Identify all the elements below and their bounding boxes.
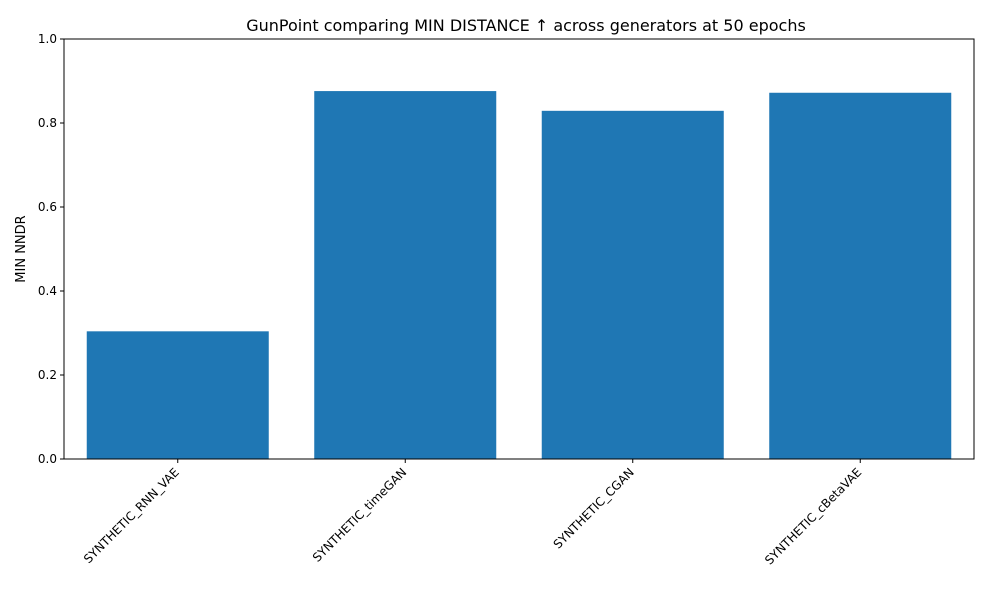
y-axis-label: MIN NNDR	[14, 215, 29, 282]
chart-title: GunPoint comparing MIN DISTANCE ↑ across…	[246, 16, 806, 35]
x-tick-label: SYNTHETIC_timeGAN	[310, 465, 409, 564]
x-tick-label: SYNTHETIC_CGAN	[551, 465, 637, 551]
y-tick-label: 0.0	[38, 452, 57, 466]
plot-frame	[63, 38, 975, 460]
bar-synthetic-cbetavae	[769, 92, 952, 459]
bar-synthetic-rnn-vae	[86, 331, 269, 459]
y-tick-label: 0.8	[38, 116, 57, 130]
y-tick-label: 0.6	[38, 200, 57, 214]
bar-synthetic-timegan	[314, 91, 497, 459]
x-tick-label: SYNTHETIC_RNN_VAE	[81, 465, 182, 566]
x-axis: SYNTHETIC_RNN_VAE SYNTHETIC_timeGAN SYNTHE…	[81, 459, 864, 567]
y-tick-label: 0.2	[38, 368, 57, 382]
y-tick-label: 0.4	[38, 284, 57, 298]
y-tick-label: 1.0	[38, 32, 57, 46]
y-axis: 0.0 0.2 0.4 0.6 0.8 1.0	[38, 32, 64, 466]
x-tick-label: SYNTHETIC_cBetaVAE	[762, 465, 864, 567]
bar-synthetic-cgan	[541, 110, 724, 459]
bars-group	[86, 91, 952, 459]
